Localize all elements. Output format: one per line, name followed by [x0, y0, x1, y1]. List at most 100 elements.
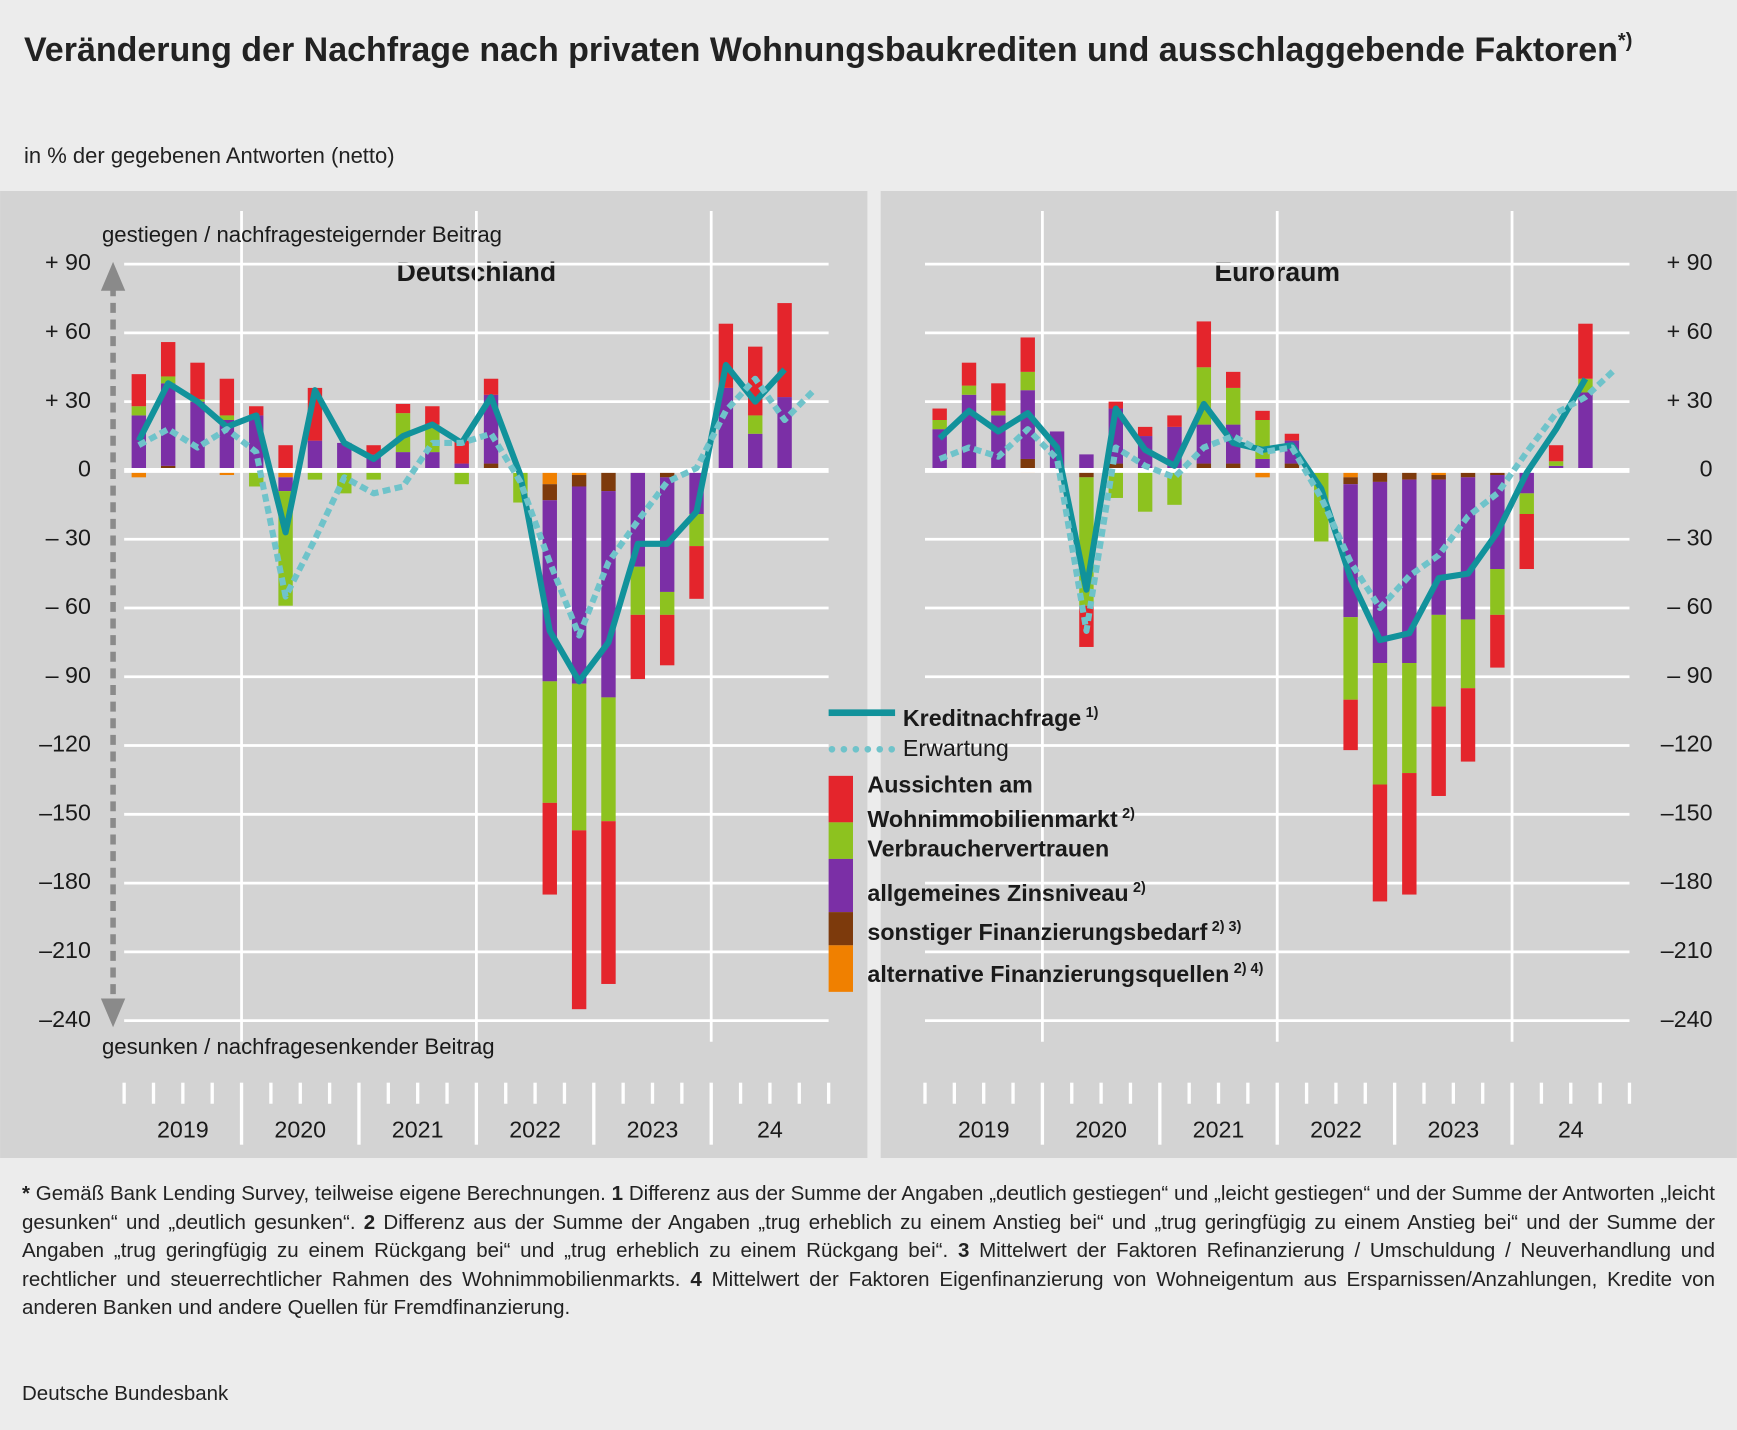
- y-tick-label: + 30: [45, 386, 91, 412]
- footnote-marker: 2: [363, 1210, 376, 1234]
- footnote-marker: 1: [611, 1182, 624, 1205]
- bar-segment: [571, 485, 587, 684]
- legend-note: 2): [1132, 878, 1146, 895]
- bar-segment: [1460, 687, 1476, 762]
- bar-segment: [1079, 453, 1094, 470]
- bar-segment: [278, 444, 293, 470]
- footnotes: * Gemäß Bank Lending Survey, teilweise e…: [22, 1180, 1715, 1323]
- x-group-label: 2022: [1310, 1116, 1362, 1142]
- x-group-label: 2020: [274, 1116, 326, 1142]
- bar-segment: [425, 405, 440, 425]
- bar-segment: [1519, 513, 1534, 569]
- bar-segment: [571, 683, 587, 830]
- title: Veränderung der Nachfrage nach privaten …: [24, 18, 1684, 74]
- bar-segment: [777, 396, 792, 470]
- bar-segment: [1255, 410, 1270, 420]
- bar-segment: [601, 469, 616, 491]
- bar-segment: [366, 444, 381, 454]
- legend-note: 2) 3): [1211, 917, 1242, 934]
- expectation-line: [938, 366, 1617, 634]
- bar-segment: [659, 469, 675, 477]
- legend-swatch: [828, 858, 853, 912]
- bar-segment: [659, 614, 675, 665]
- bar-segment: [1460, 476, 1476, 619]
- footnote-marker: 4: [690, 1267, 702, 1291]
- legend-entry: Aussichten am Wohnimmobilienmarkt 2): [867, 771, 1166, 833]
- bar-segment: [1020, 458, 1035, 470]
- bar-segment: [1578, 323, 1593, 379]
- bar-segment: [1372, 481, 1388, 663]
- bar-segment: [1519, 492, 1534, 514]
- legend-label: Verbrauchervertrauen: [867, 836, 1110, 862]
- bar-segment: [425, 451, 440, 470]
- legend-label: allgemeines Zinsniveau: [867, 880, 1129, 907]
- y-tick-label: –210: [1661, 937, 1713, 963]
- bar-segment: [630, 614, 646, 679]
- bar-segment: [1137, 426, 1153, 436]
- bar-segment: [1196, 320, 1212, 367]
- bar-segment: [1108, 401, 1123, 409]
- bar-segment: [1196, 424, 1212, 464]
- bar-segment: [961, 385, 977, 395]
- bar-segment: [1372, 784, 1388, 901]
- y-tick-label: 0: [78, 455, 91, 481]
- bar-segment: [454, 463, 469, 470]
- legend-label: sonstiger Finanzierungsbedarf: [867, 919, 1208, 945]
- bar-segment: [278, 469, 293, 477]
- y-tick-label: –150: [1661, 799, 1713, 825]
- bar-segment: [748, 433, 763, 470]
- y-tick-label: – 60: [1667, 593, 1712, 619]
- bar-segment: [1431, 474, 1446, 480]
- legend-note: 2) 4): [1233, 959, 1264, 976]
- bar-segment: [991, 410, 1006, 415]
- bar-segment: [366, 469, 381, 480]
- bar-segment: [777, 302, 792, 397]
- bar-segment: [1343, 616, 1358, 700]
- bar-segment: [1460, 618, 1476, 688]
- bar-segment: [961, 362, 977, 386]
- bar-segment: [131, 469, 147, 477]
- arrow-head: [100, 261, 126, 291]
- bar-segment: [395, 403, 411, 413]
- bar-segment: [1402, 469, 1417, 480]
- bar-segment: [307, 469, 323, 480]
- footnote-text: Gemäß Bank Lending Survey, teilweise eig…: [35, 1182, 606, 1205]
- legend-swatch: [828, 911, 853, 945]
- y-tick-label: + 60: [45, 318, 91, 344]
- legend-note: 2): [1122, 804, 1135, 821]
- bar-segment: [1402, 662, 1417, 773]
- bar-segment: [483, 463, 499, 470]
- bar-segment: [1431, 706, 1446, 796]
- bar-segment: [131, 373, 147, 406]
- bar-segment: [1343, 476, 1358, 484]
- bar-segment: [1548, 460, 1564, 466]
- bar-segment: [1431, 614, 1446, 707]
- legend-label: Kreditnachfrage: [902, 705, 1082, 732]
- bar-segment: [190, 401, 205, 470]
- y-tick-label: –150: [39, 799, 91, 825]
- bar-segment: [1079, 469, 1094, 477]
- bar-segment: [932, 408, 947, 420]
- x-group-label: 2021: [1193, 1116, 1245, 1142]
- title-note: *): [1617, 30, 1633, 52]
- bar-segment: [160, 375, 176, 383]
- bar-segment: [1226, 371, 1241, 388]
- footnote-marker: *: [22, 1182, 30, 1205]
- legend-swatch: [828, 821, 853, 859]
- bar-segment: [1226, 387, 1241, 425]
- footnote-text: Mittelwert der Faktoren Refinanzierung /…: [22, 1239, 1715, 1291]
- bar-segment: [1578, 391, 1593, 470]
- legend-entry: Kreditnachfrage 1): [903, 698, 1099, 732]
- legend-entry: Verbrauchervertrauen: [867, 835, 1109, 863]
- bar-segment: [1372, 662, 1388, 785]
- y-tick-label: – 30: [46, 524, 91, 550]
- y-tick-label: + 90: [1667, 249, 1713, 275]
- x-group-label: 2019: [157, 1116, 209, 1142]
- bar-segment: [1020, 371, 1035, 390]
- legend-label: Aussichten am Wohnimmobilienmarkt: [867, 772, 1118, 832]
- x-group-label: 2023: [627, 1116, 679, 1142]
- bar-segment: [1284, 433, 1300, 441]
- x-group-label: 2021: [392, 1116, 444, 1142]
- bar-segment: [542, 483, 557, 500]
